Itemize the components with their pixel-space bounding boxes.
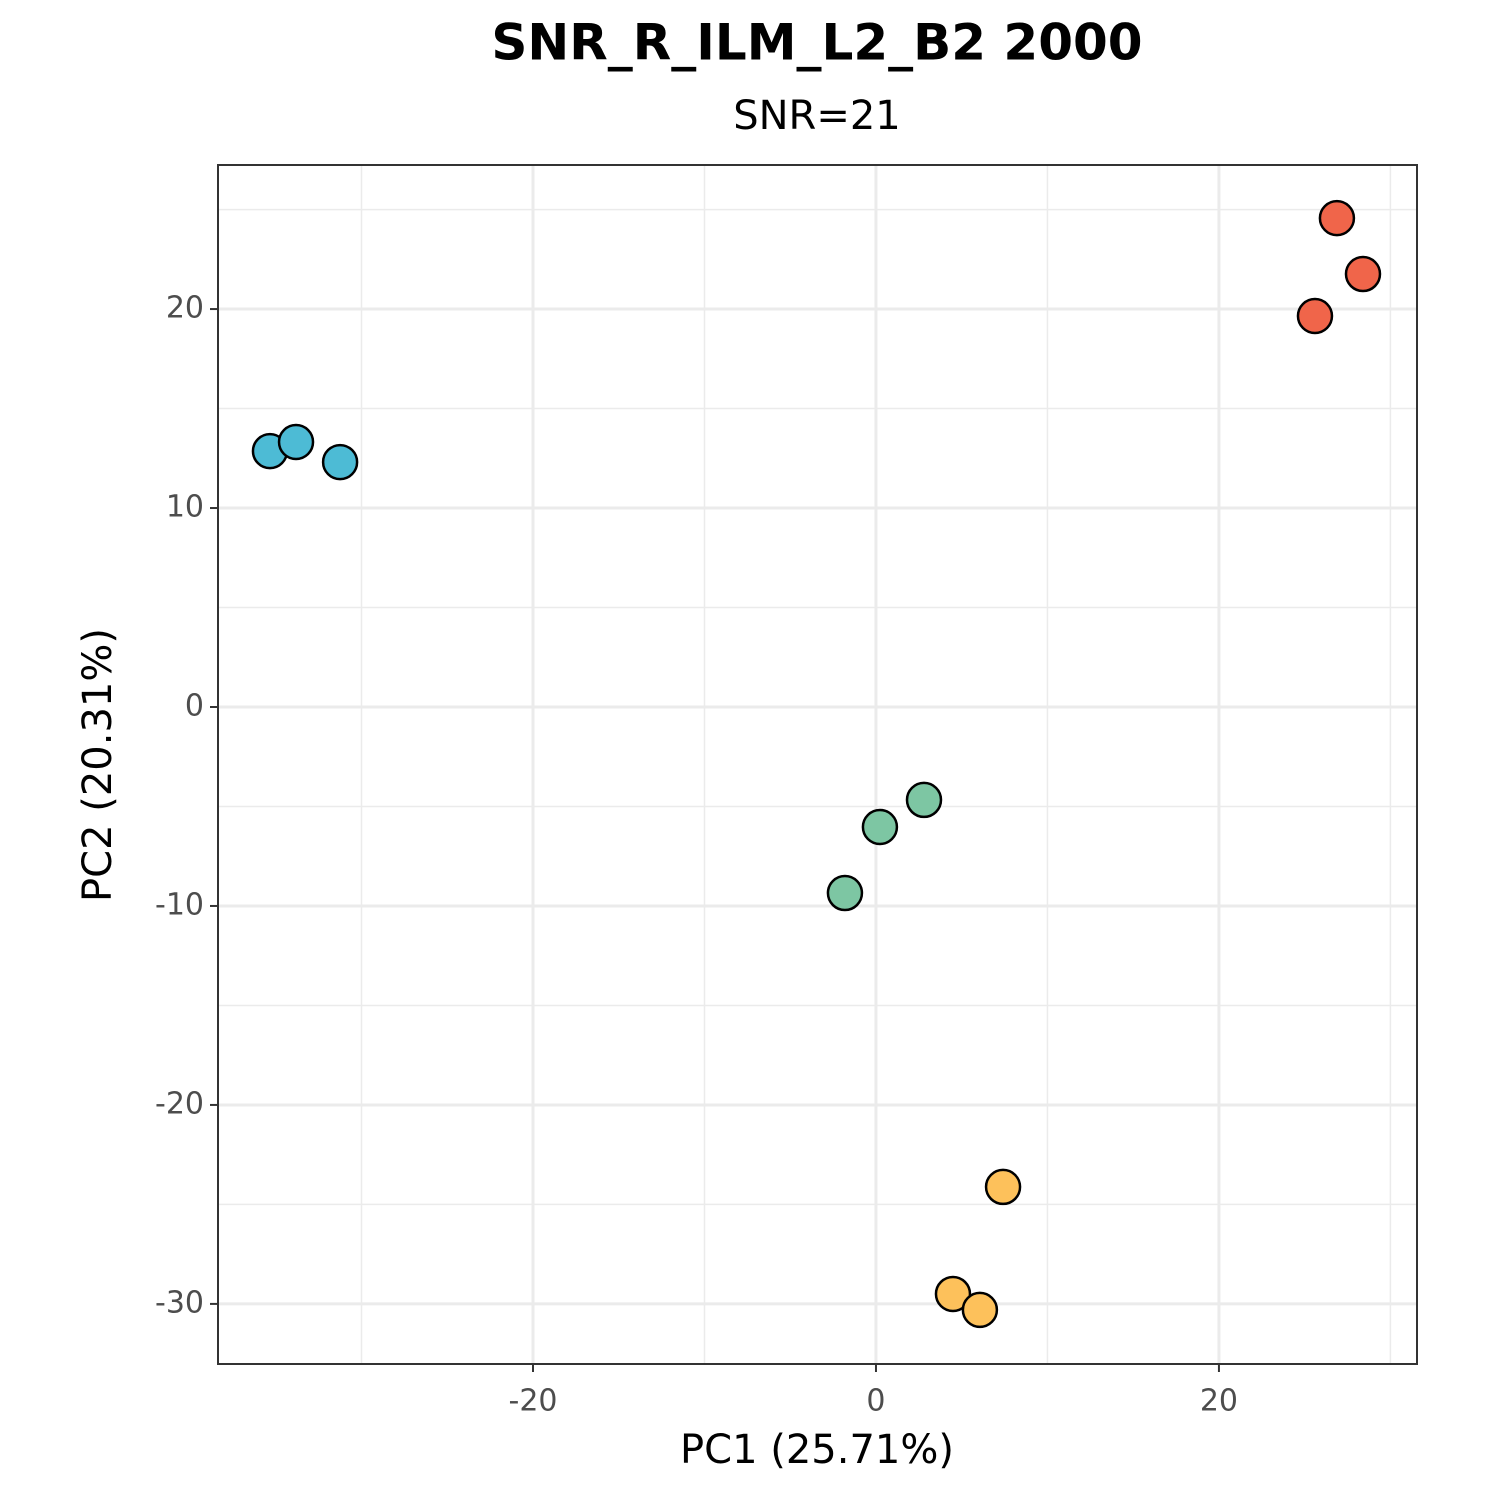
y-tick-label: -20 [155,1086,204,1121]
point [905,781,943,819]
y-tick-label: -30 [155,1285,204,1320]
x-tick-label: 0 [866,1384,885,1419]
y-tick-label: 10 [166,490,204,525]
y-tick-label: 0 [185,688,204,723]
plot-border [217,164,1418,1365]
x-tick-label: 20 [1200,1384,1238,1419]
point [277,423,315,461]
point [861,808,899,846]
chart-title: SNR_R_ILM_L2_B2 2000 [491,14,1142,72]
point [826,874,864,912]
point [1296,297,1334,335]
y-axis-title: PC2 (20.31%) [75,628,121,902]
point [934,1275,972,1313]
y-tick-label: 20 [166,291,204,326]
x-axis-title: PC1 (25.71%) [680,1427,954,1473]
point [984,1168,1022,1206]
point [961,1291,999,1329]
x-tick-label: -20 [509,1384,558,1419]
chart-subtitle: SNR=21 [733,93,901,139]
y-tick-label: -10 [155,887,204,922]
point [1318,199,1356,237]
point [321,443,359,481]
point [1344,255,1382,293]
